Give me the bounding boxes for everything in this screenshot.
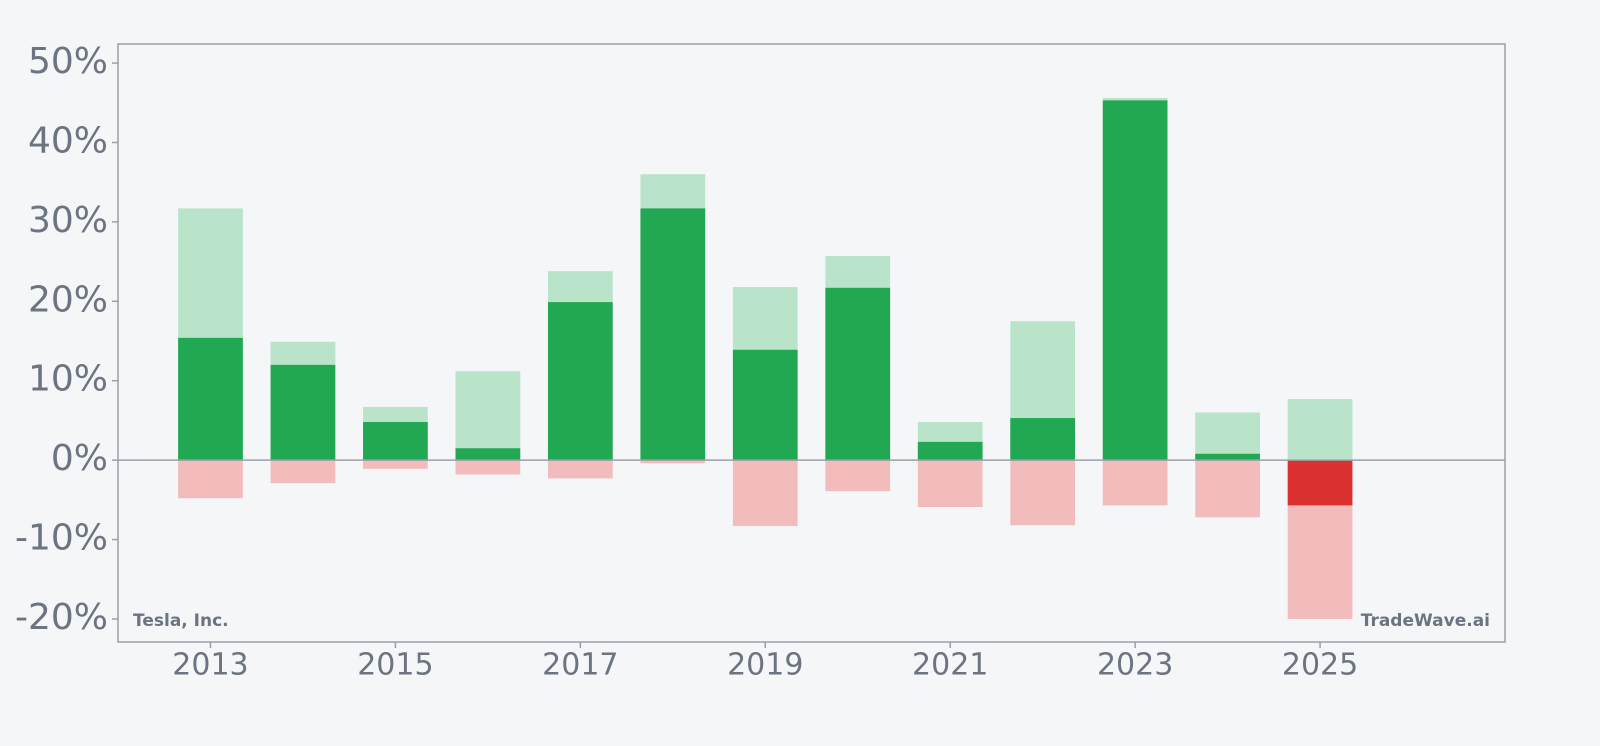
y-tick-label: -10% [15, 518, 108, 559]
bar [178, 460, 243, 499]
bar [640, 208, 706, 461]
bar [178, 337, 243, 461]
bar [1010, 418, 1076, 461]
bar [270, 460, 336, 484]
bar [547, 460, 613, 479]
bar [640, 460, 706, 464]
annotation: TradeWave.ai [1361, 611, 1490, 631]
y-tick-label: 10% [28, 359, 108, 400]
bar [455, 448, 521, 461]
y-tick-label: 40% [28, 120, 108, 161]
x-tick-label: 2017 [542, 648, 618, 683]
bar [363, 422, 428, 461]
bar [363, 460, 428, 469]
bar [825, 460, 891, 492]
x-tick-label: 2021 [912, 648, 988, 683]
annotation: Tesla, Inc. [133, 611, 229, 631]
x-tick-label: 2019 [727, 648, 803, 683]
bar [1102, 460, 1168, 506]
bar [917, 460, 983, 507]
bar [1010, 460, 1076, 526]
bar [1195, 453, 1260, 461]
y-tick-label: -20% [15, 597, 108, 638]
bar [1102, 100, 1168, 461]
x-tick-label: 2015 [357, 648, 433, 683]
bar [1195, 412, 1260, 461]
plot-frame [117, 43, 1506, 643]
bar [1287, 398, 1353, 461]
bar [1195, 460, 1260, 518]
bar [732, 460, 798, 527]
bar [270, 364, 336, 461]
bar [917, 441, 983, 461]
bar [1287, 460, 1353, 506]
x-tick-label: 2013 [172, 648, 248, 683]
bar [825, 287, 891, 461]
x-tick-label: 2025 [1282, 648, 1358, 683]
bar [455, 460, 521, 475]
bar [547, 302, 613, 461]
bar [455, 371, 521, 461]
y-tick-label: 20% [28, 279, 108, 320]
y-tick-label: 30% [28, 200, 108, 241]
y-tick-label: 50% [28, 41, 108, 82]
x-tick-label: 2023 [1097, 648, 1173, 683]
bar [732, 349, 798, 461]
y-tick-label: 0% [51, 438, 108, 479]
